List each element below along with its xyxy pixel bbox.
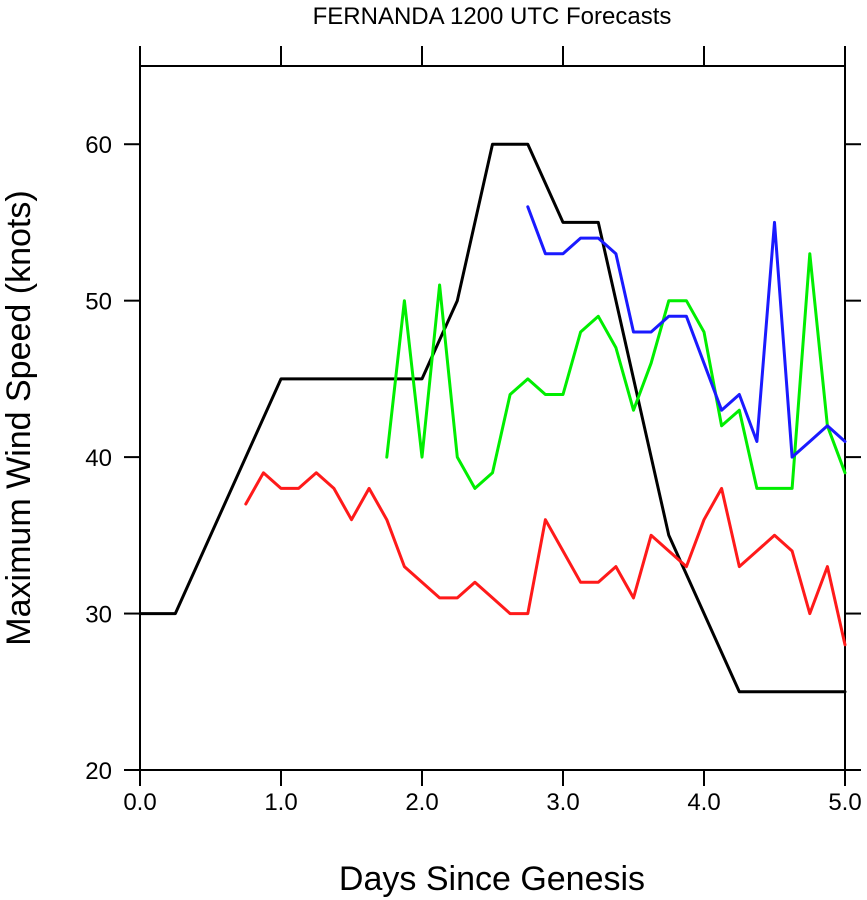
series-line-4 (526, 205, 847, 459)
y-axis-label: Maximum Wind Speed (knots) (0, 190, 38, 645)
series-line-2 (244, 471, 847, 647)
x-tick-label: 4.0 (687, 789, 720, 816)
y-tick-label: 50 (85, 289, 112, 316)
plot-frame (139, 65, 846, 771)
y-tick-label: 40 (85, 445, 112, 472)
x-tick-label: 2.0 (405, 789, 438, 816)
chart-title: FERNANDA 1200 UTC Forecasts (313, 3, 672, 30)
series-layer (138, 142, 847, 694)
y-tick-label: 20 (85, 758, 112, 785)
tick-marks (124, 46, 861, 786)
x-tick-label: 1.0 (264, 789, 297, 816)
top-axis-strip (139, 46, 846, 66)
x-tick-label: 5.0 (828, 789, 861, 816)
series-line-1 (138, 142, 847, 694)
y-tick-label: 30 (85, 602, 112, 629)
y-tick-label: 60 (85, 132, 112, 159)
x-tick-labels: 0.0 1.0 2.0 3.0 4.0 5.0 (123, 789, 861, 816)
y-tick-labels: 20 30 40 50 60 (85, 132, 112, 785)
x-tick-label: 0.0 (123, 789, 156, 816)
series-line-3 (385, 252, 847, 490)
x-axis-label: Days Since Genesis (339, 860, 645, 898)
x-tick-label: 3.0 (546, 789, 579, 816)
